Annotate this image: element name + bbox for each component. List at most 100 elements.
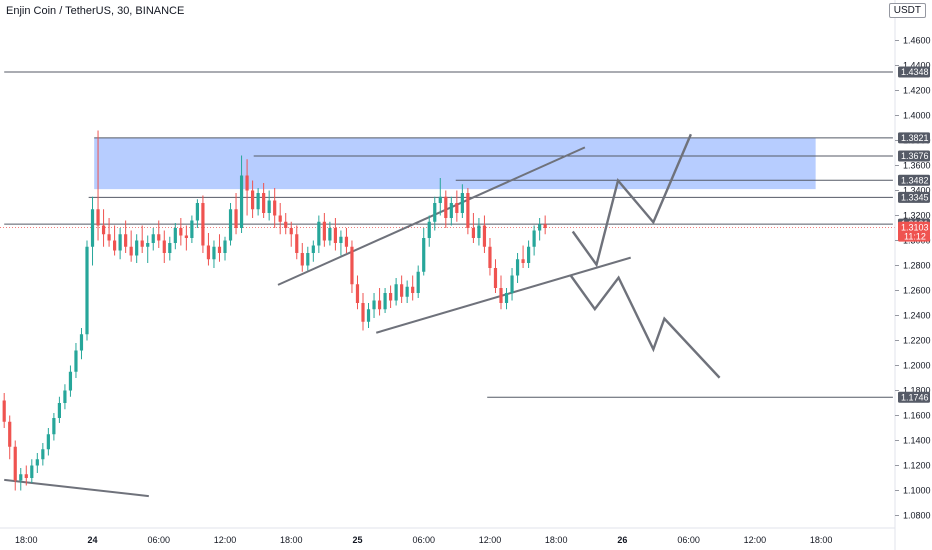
candle-body: [355, 284, 360, 303]
candle-body: [300, 253, 304, 266]
y-tick-label: 1.2200: [903, 336, 931, 346]
candle-body: [184, 235, 188, 238]
price-label: 1.3821: [901, 133, 929, 143]
price-label-box: [898, 174, 930, 186]
candle-body: [262, 193, 266, 213]
candle-body: [146, 243, 150, 247]
candle-body: [118, 234, 122, 251]
candle-body: [2, 400, 6, 422]
candle-body: [212, 246, 216, 260]
symbol-title: Enjin Coin / TetherUS, 30, BINANCE: [6, 5, 185, 17]
candle-body: [311, 245, 315, 253]
candle-body: [449, 203, 453, 218]
candle-body: [527, 246, 531, 263]
candle-body: [201, 203, 205, 246]
y-tick-label: 1.4000: [903, 111, 931, 121]
candle-body: [140, 240, 144, 247]
candle-body: [306, 253, 310, 266]
candle-body: [195, 203, 199, 221]
y-tick-label: 1.3600: [903, 161, 931, 171]
candle-body: [24, 474, 28, 478]
y-tick-label: 1.2600: [903, 286, 931, 296]
y-tick-label: 1.4400: [903, 61, 931, 71]
y-tick-label: 1.1000: [903, 486, 931, 496]
x-tick-label: 18:00: [280, 535, 303, 545]
candle-body: [85, 246, 89, 335]
candle-body: [30, 465, 34, 478]
candle-body: [79, 334, 84, 351]
candle-body: [515, 259, 520, 276]
candle-body: [8, 421, 12, 447]
price-label: 1.4348: [901, 67, 929, 77]
candle-body: [173, 228, 177, 243]
candle-body: [278, 215, 282, 222]
candle-body: [433, 203, 437, 222]
candle-body: [228, 209, 233, 241]
candle-body: [411, 286, 415, 293]
candle-body: [344, 236, 349, 247]
candle-body: [273, 200, 277, 216]
candle-body: [234, 209, 238, 228]
candle-body: [267, 200, 271, 213]
candle-body: [35, 459, 39, 466]
candle-body: [129, 246, 133, 256]
candle-body: [46, 434, 50, 450]
candle-body: [162, 240, 166, 253]
candle-body: [394, 284, 398, 301]
y-tick-label: 1.3400: [903, 186, 931, 196]
currency-button[interactable]: USDT: [888, 3, 926, 18]
price-axis: [895, 0, 932, 550]
candle-body: [471, 228, 475, 238]
candle-body: [372, 300, 376, 310]
candle-body: [333, 228, 337, 243]
candle-body: [328, 228, 332, 241]
candle-body: [63, 390, 67, 403]
candle-body: [256, 193, 260, 210]
candle-body: [68, 371, 73, 391]
candle-body: [510, 275, 514, 293]
candle-body: [366, 309, 371, 322]
candle-body: [438, 196, 442, 203]
bullish-projection-path: [571, 133, 692, 268]
candle-body: [13, 446, 17, 481]
y-tick-label: 1.4200: [903, 86, 931, 96]
countdown-label: 11:12: [904, 232, 926, 242]
candle-body: [361, 303, 365, 322]
candle-body: [444, 196, 448, 218]
candle-body: [41, 449, 45, 460]
candle-body: [477, 225, 481, 238]
price-label: 1.3482: [901, 175, 929, 185]
y-tick-label: 1.0800: [903, 511, 931, 521]
trend-line: [277, 146, 586, 286]
candle-body: [168, 243, 172, 253]
x-tick-label: 06:00: [677, 535, 700, 545]
candle-body: [405, 286, 409, 297]
candle-body: [113, 240, 117, 251]
y-tick-label: 1.1400: [903, 436, 931, 446]
candle-body: [538, 224, 542, 231]
candle-body: [101, 225, 106, 235]
candle-body: [52, 418, 56, 435]
candle-body: [455, 203, 459, 213]
x-tick-label: 25: [352, 535, 362, 545]
price-label-box: [898, 150, 930, 162]
candle-body: [466, 193, 470, 228]
y-tick-label: 1.3200: [903, 211, 931, 221]
x-tick-label: 18:00: [15, 535, 38, 545]
candle-body: [107, 234, 111, 241]
candle-body: [19, 474, 23, 481]
candle-body: [543, 224, 547, 228]
candle-body: [532, 230, 536, 247]
y-tick-label: 1.2800: [903, 261, 931, 271]
y-tick-label: 1.2000: [903, 361, 931, 371]
current-price-box: [898, 221, 930, 242]
supply-zone: [94, 137, 816, 190]
x-tick-label: 06:00: [412, 535, 435, 545]
candle-body: [206, 245, 211, 260]
candle-body: [289, 228, 293, 235]
x-tick-label: 12:00: [479, 535, 502, 545]
candle-body: [223, 240, 227, 253]
candle-body: [422, 238, 426, 272]
candle-body: [284, 221, 288, 228]
